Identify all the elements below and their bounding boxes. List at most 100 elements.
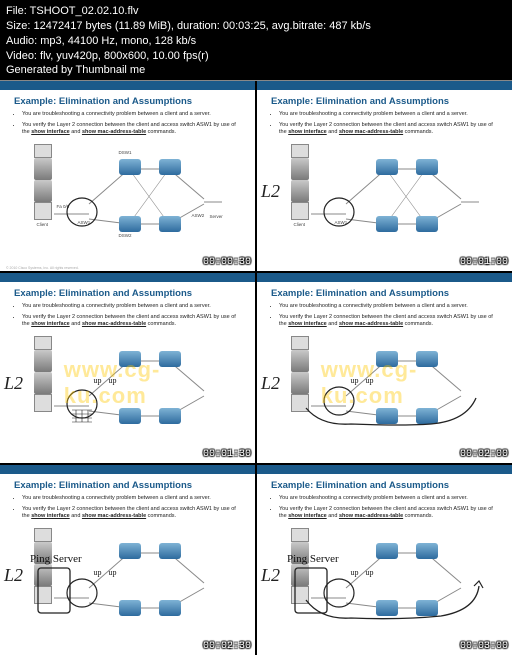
meta-video: Video: flv, yuv420p, 800x600, 10.00 fps(… (6, 49, 506, 64)
file-meta-panel: File: TSHOOT_02.02.10.flv Size: 12472417… (0, 0, 512, 81)
asw2-label: ASW2 (192, 213, 205, 218)
slide-bullets: You are troubleshooting a connectivity p… (14, 111, 243, 136)
dsw-icon (159, 216, 181, 232)
dsw1-icon (119, 159, 141, 175)
bullet: You are troubleshooting a connectivity p… (22, 495, 243, 502)
slide-banner (0, 81, 255, 90)
hand-annotation: up (351, 376, 359, 385)
dsw-icon (159, 351, 181, 367)
bullet: You verify the Layer 2 connection betwee… (22, 122, 243, 137)
timestamp-label: 00:01:30 (203, 449, 251, 460)
network-diagram: Client ASW1 Fa 0/0 DSW1 DSW2 ASW2 Server (34, 144, 224, 234)
dsw-icon (159, 159, 181, 175)
meta-file: File: TSHOOT_02.02.10.flv (6, 4, 506, 19)
meta-size: Size: 12472417 bytes (11.89 MiB), durati… (6, 19, 506, 34)
slide-banner (257, 273, 512, 282)
thumbnail-grid: Example: Elimination and Assumptions You… (0, 81, 512, 655)
meta-generator: Generated by Thumbnail me (6, 63, 506, 78)
slide-body: You are troubleshooting a connectivity p… (257, 303, 512, 463)
client-label: Client (37, 222, 49, 227)
dsw1-icon (119, 351, 141, 367)
slide-body: You are troubleshooting a connectivity p… (0, 303, 255, 463)
thumbnail[interactable]: Example: Elimination and Assumptions You… (257, 273, 512, 463)
slide-banner (0, 465, 255, 474)
client-label: Client (294, 222, 306, 227)
hand-annotation: L2 (261, 373, 280, 394)
timestamp-label: 00:03:00 (460, 641, 508, 652)
hand-path (34, 528, 234, 628)
hand-annotation: L2 (4, 373, 23, 394)
slide-banner (0, 273, 255, 282)
server-label: Server (210, 214, 223, 219)
dsw-icon (159, 408, 181, 424)
bullet: You verify the Layer 2 connection betwee… (22, 506, 243, 521)
bullet: You are troubleshooting a connectivity p… (279, 111, 500, 118)
hand-annotation: Ping Server (287, 553, 339, 565)
thumbnail[interactable]: Example: Elimination and Assumptions You… (0, 465, 255, 655)
slide-banner (257, 465, 512, 474)
dsw2-icon (376, 216, 398, 232)
hand-annotation: L2 (261, 181, 280, 202)
slide-title: Example: Elimination and Assumptions (257, 474, 512, 495)
dsw1-label: DSW1 (119, 150, 132, 155)
slide-body: You are troubleshooting a connectivity p… (257, 111, 512, 271)
hand-annotation: up (351, 568, 359, 577)
dsw1-icon (376, 159, 398, 175)
bullet: You verify the Layer 2 connection betwee… (22, 314, 243, 329)
bullet: You verify the Layer 2 connection betwee… (279, 122, 500, 137)
bullet: You are troubleshooting a connectivity p… (279, 495, 500, 502)
thumbnail[interactable]: Example: Elimination and Assumptions You… (257, 81, 512, 271)
slide-bullets: You are troubleshooting a connectivity p… (271, 495, 500, 520)
hand-circle (321, 194, 357, 230)
hand-annotation: L2 (261, 565, 280, 586)
slide-title: Example: Elimination and Assumptions (0, 474, 255, 495)
bullet: You verify the Layer 2 connection betwee… (279, 314, 500, 329)
network-diagram: up up (291, 336, 481, 426)
slide-title: Example: Elimination and Assumptions (257, 282, 512, 303)
hand-annotation: up (366, 568, 374, 577)
bullet: You verify the Layer 2 connection betwee… (279, 506, 500, 521)
hand-path (291, 336, 491, 436)
bullet: You are troubleshooting a connectivity p… (22, 303, 243, 310)
thumbnail[interactable]: Example: Elimination and Assumptions You… (0, 81, 255, 271)
network-diagram: up up (291, 528, 481, 618)
hand-annotation: up (109, 568, 117, 577)
hand-scribble (70, 408, 96, 426)
bullet: You are troubleshooting a connectivity p… (279, 303, 500, 310)
hand-annotation: L2 (4, 565, 23, 586)
network-diagram: Client ASW1 (291, 144, 481, 234)
dsw-icon (416, 159, 438, 175)
meta-audio: Audio: mp3, 44100 Hz, mono, 128 kb/s (6, 34, 506, 49)
timestamp-label: 00:02:00 (460, 449, 508, 460)
thumbnail[interactable]: Example: Elimination and Assumptions You… (0, 273, 255, 463)
slide-bullets: You are troubleshooting a connectivity p… (14, 495, 243, 520)
dsw2-label: DSW2 (119, 233, 132, 238)
hand-annotation: up (94, 568, 102, 577)
slide-footer: © 2010 Cisco Systems, Inc. All rights re… (6, 266, 79, 270)
slide-title: Example: Elimination and Assumptions (257, 90, 512, 111)
timestamp-label: 00:00:30 (203, 257, 251, 268)
slide-bullets: You are troubleshooting a connectivity p… (271, 111, 500, 136)
slide-bullets: You are troubleshooting a connectivity p… (14, 303, 243, 328)
hand-circle (64, 194, 100, 230)
network-diagram: up up (34, 528, 224, 618)
slide-title: Example: Elimination and Assumptions (0, 282, 255, 303)
thumbnail[interactable]: Example: Elimination and Assumptions You… (257, 465, 512, 655)
slide-body: You are troubleshooting a connectivity p… (0, 495, 255, 655)
slide-title: Example: Elimination and Assumptions (0, 90, 255, 111)
network-diagram: up up (34, 336, 224, 426)
hand-annotation: Ping Server (30, 553, 82, 565)
dsw-icon (416, 216, 438, 232)
slide-banner (257, 81, 512, 90)
hand-annotation: up (366, 376, 374, 385)
slide-body: You are troubleshooting a connectivity p… (0, 111, 255, 271)
hand-annotation: up (94, 376, 102, 385)
hand-annotation: up (109, 376, 117, 385)
bullet: You are troubleshooting a connectivity p… (22, 111, 243, 118)
slide-body: You are troubleshooting a connectivity p… (257, 495, 512, 655)
slide-bullets: You are troubleshooting a connectivity p… (271, 303, 500, 328)
dsw2-icon (119, 408, 141, 424)
hand-path (291, 528, 491, 628)
timestamp-label: 00:01:00 (460, 257, 508, 268)
dsw2-icon (119, 216, 141, 232)
